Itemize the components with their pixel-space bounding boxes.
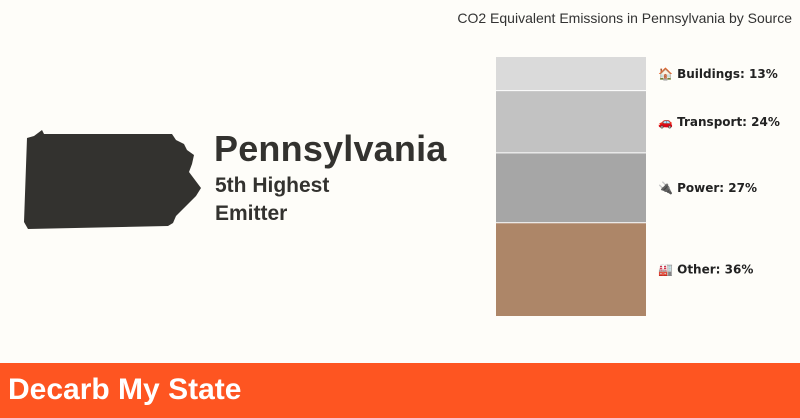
- label-other: 🏭 Other: 36%: [658, 262, 753, 276]
- emissions-stacked-bar-chart: 🏠 Buildings: 13% 🚗 Transport: 24% 🔌 Power:…: [496, 57, 780, 316]
- bar-segment-power: [496, 152, 646, 223]
- brand-title: Decarb My State: [8, 373, 242, 406]
- pennsylvania-map-icon: [24, 130, 201, 229]
- chart-title: CO2 Equivalent Emissions in Pennsylvania…: [457, 10, 792, 26]
- label-buildings: 🏠 Buildings: 13%: [658, 67, 778, 81]
- bar-segment-buildings: [496, 57, 646, 91]
- footer-banner: Decarb My State: [0, 363, 800, 418]
- rank-line-1: 5th Highest: [215, 174, 330, 197]
- bar-segment-other: [496, 222, 646, 316]
- state-rank: 5th Highest Emitter: [215, 172, 375, 228]
- state-name: Pennsylvania: [214, 128, 447, 169]
- label-transport: 🚗 Transport: 24%: [658, 115, 780, 129]
- label-power: 🔌 Power: 27%: [658, 181, 757, 195]
- bar-segment-transport: [496, 90, 646, 153]
- rank-line-2: Emitter: [215, 202, 288, 225]
